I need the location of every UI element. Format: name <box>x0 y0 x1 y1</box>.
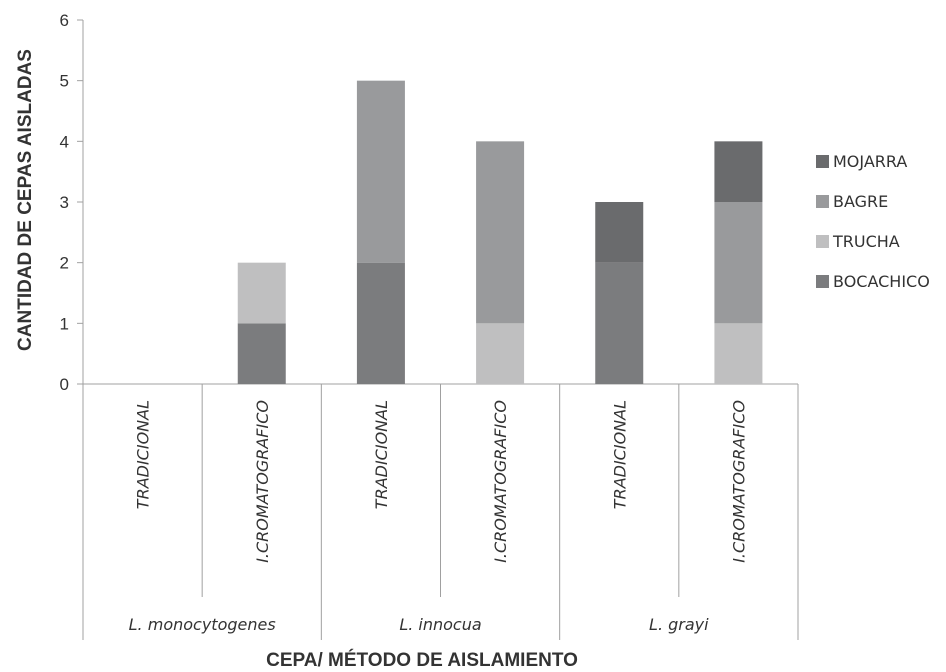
bar-segment-mojarra <box>714 141 763 202</box>
method-label: TRADICIONAL <box>610 400 629 509</box>
method-label: I.CROMATOGRAFICO <box>729 400 748 563</box>
bar-segment-trucha <box>476 323 525 384</box>
y-tick-label: 4 <box>60 132 69 151</box>
legend-label-bocachico: BOCACHICO <box>833 272 930 291</box>
method-label: TRADICIONAL <box>372 400 391 509</box>
species-group-label: L. monocytogenes <box>129 615 276 634</box>
legend-label-bagre: BAGRE <box>833 192 888 211</box>
legend-label-trucha: TRUCHA <box>832 232 900 251</box>
species-group-label: L. grayi <box>649 615 709 634</box>
bar-segment-bagre <box>476 141 525 324</box>
x-axis-title: CEPA/ MÉTODO DE AISLAMIENTO <box>266 649 578 671</box>
y-axis-title: CANTIDAD DE CEPAS AISLADAS <box>15 49 36 351</box>
y-tick-label: 2 <box>60 254 69 273</box>
legend-label-mojarra: MOJARRA <box>833 152 907 171</box>
bar-segment-trucha <box>714 323 763 384</box>
y-tick-label: 5 <box>60 72 69 91</box>
method-label: I.CROMATOGRAFICO <box>491 400 510 563</box>
legend-swatch-bagre <box>816 195 829 208</box>
bar-segment-mojarra <box>595 202 644 263</box>
plot-area: 0 1 2 3 4 5 6 TRADICIONAL I.CROMATOGRAFICO TRADIC… <box>60 11 799 640</box>
bar-segment-bocachico <box>595 262 644 384</box>
bar-segment-bocachico <box>237 323 286 384</box>
bar-segment-bagre <box>714 202 763 324</box>
bar-segment-bocachico <box>356 262 405 384</box>
method-label: I.CROMATOGRAFICO <box>253 400 272 563</box>
legend-swatch-mojarra <box>816 155 829 168</box>
legend-swatch-bocachico <box>816 275 829 288</box>
y-tick-label: 0 <box>60 375 69 394</box>
method-label: TRADICIONAL <box>134 400 153 509</box>
legend: MOJARRA BAGRE TRUCHA BOCACHICO <box>816 152 930 291</box>
legend-swatch-trucha <box>816 235 829 248</box>
bar-segment-bagre <box>356 80 405 263</box>
bar-segment-trucha <box>237 262 286 324</box>
y-tick-label: 1 <box>60 314 69 333</box>
y-tick-label: 3 <box>60 193 69 212</box>
y-tick-label: 6 <box>60 11 69 30</box>
species-group-label: L. innocua <box>399 615 481 634</box>
